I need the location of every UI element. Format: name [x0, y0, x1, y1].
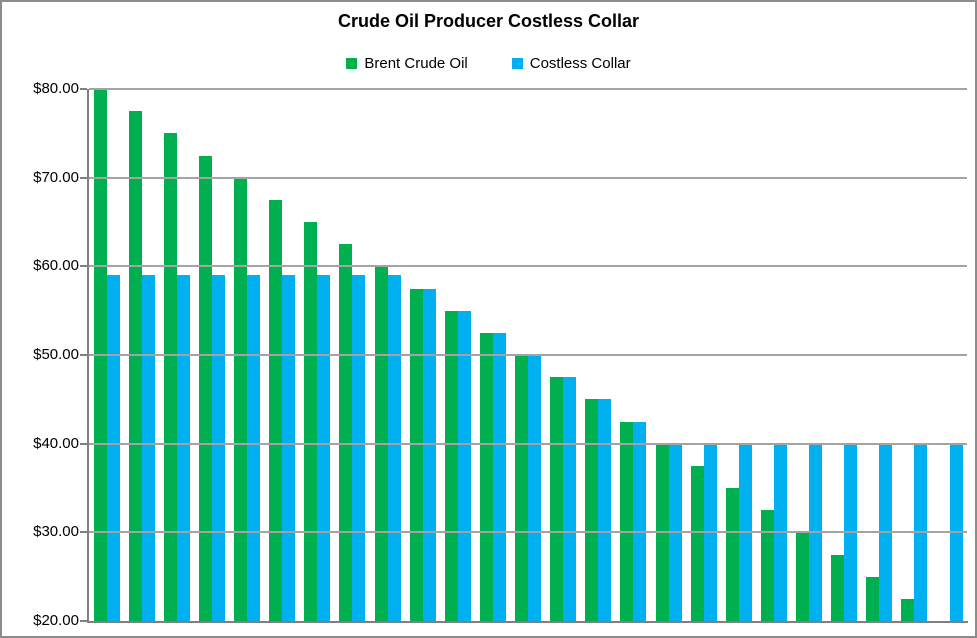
bar-brent-crude-oil [234, 177, 248, 621]
bar-costless-collar [176, 275, 190, 621]
x-axis-line [87, 621, 968, 623]
bar-pair [124, 89, 159, 621]
bar-costless-collar [563, 377, 577, 621]
y-axis-tick-label: $50.00 [33, 346, 79, 363]
bar-brent-crude-oil [796, 532, 810, 621]
bar-brent-crude-oil [409, 288, 423, 621]
bar-brent-crude-oil [198, 155, 212, 621]
y-axis-tick [80, 88, 87, 90]
bar-pair [194, 89, 229, 621]
bar-brent-crude-oil [831, 554, 845, 621]
bar-pair [159, 89, 194, 621]
bar-costless-collar [633, 421, 647, 621]
bar-brent-crude-oil [128, 111, 142, 621]
plot-area [89, 88, 967, 621]
bar-brent-crude-oil [163, 133, 177, 621]
gridline [89, 531, 967, 534]
bar-brent-crude-oil [690, 465, 704, 621]
chart-title: Crude Oil Producer Costless Collar [337, 11, 640, 31]
y-axis-tick [80, 354, 87, 356]
bar-pair [405, 89, 440, 621]
legend-label-brent: Brent Crude Oil [364, 55, 468, 72]
y-axis-labels: $80.00 $70.00 $60.00 $50.00 $40.00 $30.00 $20.… [2, 80, 79, 629]
legend-item-brent-crude-oil: Brent Crude Oil [346, 55, 468, 72]
bar-costless-collar [141, 275, 155, 621]
bar-pair [581, 89, 616, 621]
bar-costless-collar [282, 275, 296, 621]
bar-costless-collar [598, 399, 612, 621]
bar-brent-crude-oil [760, 510, 774, 621]
legend-swatch-collar-icon [511, 58, 523, 69]
bar-pair [721, 89, 756, 621]
y-axis-tick-label: $80.00 [33, 80, 79, 97]
bar-costless-collar [247, 275, 261, 621]
y-axis-tick [80, 531, 87, 534]
bar-brent-crude-oil [515, 355, 529, 621]
bar-costless-collar [211, 275, 225, 621]
gridline [89, 354, 967, 356]
bar-brent-crude-oil [866, 576, 880, 621]
bar-brent-crude-oil [620, 421, 634, 621]
bar-brent-crude-oil [339, 244, 353, 621]
bar-costless-collar [422, 288, 436, 621]
bar-brent-crude-oil [444, 310, 458, 621]
gridline [89, 88, 967, 90]
bar-pair [546, 89, 581, 621]
y-axis-tick-label: $20.00 [33, 612, 79, 629]
y-axis-tick-label: $40.00 [33, 434, 79, 452]
bar-pair [440, 89, 475, 621]
bar-costless-collar [492, 332, 506, 621]
legend-swatch-brent-icon [346, 58, 358, 69]
gridline [89, 265, 967, 268]
bar-costless-collar [317, 275, 331, 621]
bar-brent-crude-oil [725, 488, 739, 621]
bar-brent-crude-oil [550, 377, 564, 621]
y-axis-tick [80, 620, 87, 622]
bar-slots [89, 89, 967, 621]
bar-pair [511, 89, 546, 621]
y-axis-line [87, 89, 89, 623]
bar-brent-crude-oil [901, 598, 915, 621]
gridline [89, 442, 967, 445]
y-axis-tick-label: $30.00 [33, 523, 79, 541]
bar-brent-crude-oil [269, 199, 283, 621]
gridline [89, 176, 967, 179]
bar-pair [335, 89, 370, 621]
y-axis-tick [80, 265, 87, 268]
bar-pair [300, 89, 335, 621]
bar-costless-collar [387, 275, 401, 621]
bar-pair [475, 89, 510, 621]
y-axis-tick [80, 176, 87, 179]
y-axis-tick-label: $60.00 [33, 257, 79, 275]
bar-pair [230, 89, 265, 621]
bar-pair [265, 89, 300, 621]
bar-brent-crude-oil [304, 222, 318, 621]
bar-costless-collar [352, 275, 366, 621]
bar-costless-collar [457, 310, 471, 621]
y-axis-tick [80, 442, 87, 445]
legend-item-costless-collar: Costless Collar [511, 55, 631, 72]
legend-label-collar: Costless Collar [529, 55, 631, 72]
bar-brent-crude-oil [479, 332, 493, 621]
bar-pair [616, 89, 651, 621]
bar-costless-collar [106, 275, 120, 621]
bar-brent-crude-oil [585, 399, 599, 621]
y-axis-tick-label: $70.00 [33, 168, 79, 186]
legend: Brent Crude Oil Costless Collar [2, 55, 975, 72]
bar-costless-collar [528, 355, 542, 621]
